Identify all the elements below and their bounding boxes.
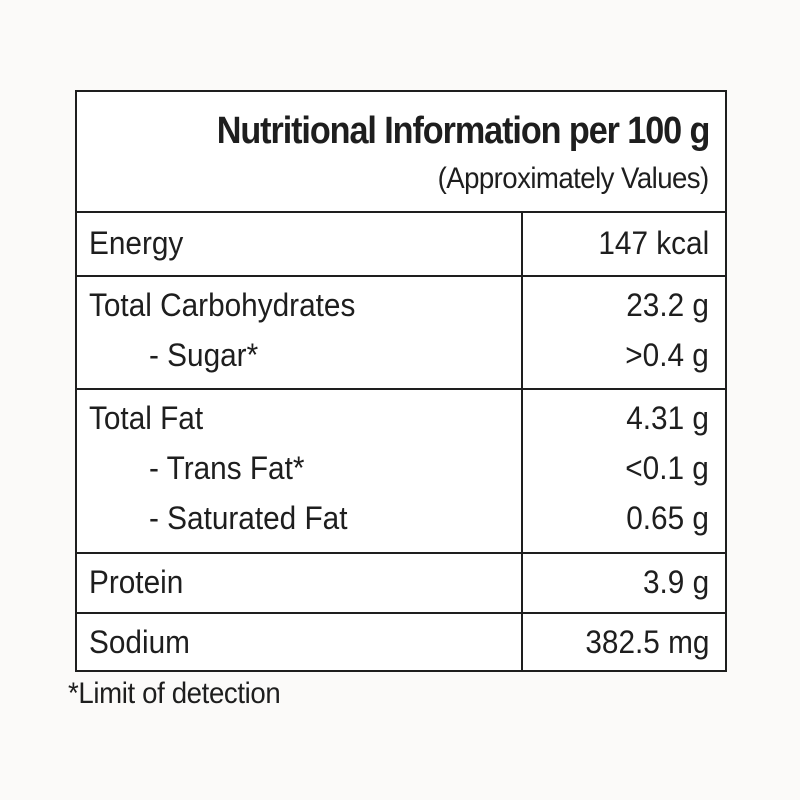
- table-title: Nutritional Information per 100 g: [216, 110, 710, 152]
- nutrient-name: - Saturated Fat: [149, 500, 348, 536]
- nutrition-facts-table: Nutritional Information per 100 g (Appro…: [75, 90, 727, 672]
- table-line: Protein 3.9 g: [77, 562, 725, 602]
- table-row-sodium: Sodium 382.5 mg: [77, 614, 725, 670]
- table-header: Nutritional Information per 100 g (Appro…: [77, 92, 725, 213]
- table-line: Total Fat 4.31 g: [77, 398, 725, 438]
- table-line: Energy 147 kcal: [77, 223, 725, 263]
- nutrient-name: Total Fat: [89, 400, 204, 436]
- footnote: *Limit of detection: [68, 677, 281, 710]
- table-row-carbohydrates: Total Carbohydrates 23.2 g - Sugar* >0.4…: [77, 277, 725, 390]
- nutrient-value: 23.2 g: [626, 287, 709, 323]
- nutrient-name: - Trans Fat*: [149, 450, 305, 486]
- table-row-protein: Protein 3.9 g: [77, 554, 725, 614]
- table-row-fat: Total Fat 4.31 g - Trans Fat* <0.1 g - S…: [77, 390, 725, 554]
- column-divider: [521, 213, 523, 670]
- nutrient-name: Energy: [89, 225, 184, 261]
- nutrient-value: 147 kcal: [598, 225, 709, 261]
- table-line: - Sugar* >0.4 g: [77, 335, 725, 375]
- nutrient-value: >0.4 g: [625, 337, 709, 373]
- table-line: Sodium 382.5 mg: [77, 622, 725, 662]
- nutrient-name: Total Carbohydrates: [89, 287, 356, 323]
- nutrient-value: 0.65 g: [626, 500, 709, 536]
- table-line: Total Carbohydrates 23.2 g: [77, 285, 725, 325]
- table-line: - Saturated Fat 0.65 g: [77, 498, 725, 538]
- nutrient-value: 382.5 mg: [584, 624, 709, 660]
- table-row-energy: Energy 147 kcal: [77, 213, 725, 277]
- nutrient-name: - Sugar*: [149, 337, 259, 373]
- nutrient-name: Protein: [89, 564, 184, 600]
- nutrient-value: 3.9 g: [642, 564, 709, 600]
- nutrient-value: <0.1 g: [625, 450, 709, 486]
- table-subtitle: (Approximately Values): [437, 162, 710, 195]
- nutrient-value: 4.31 g: [626, 400, 709, 436]
- table-line: - Trans Fat* <0.1 g: [77, 448, 725, 488]
- nutrient-name: Sodium: [89, 624, 190, 660]
